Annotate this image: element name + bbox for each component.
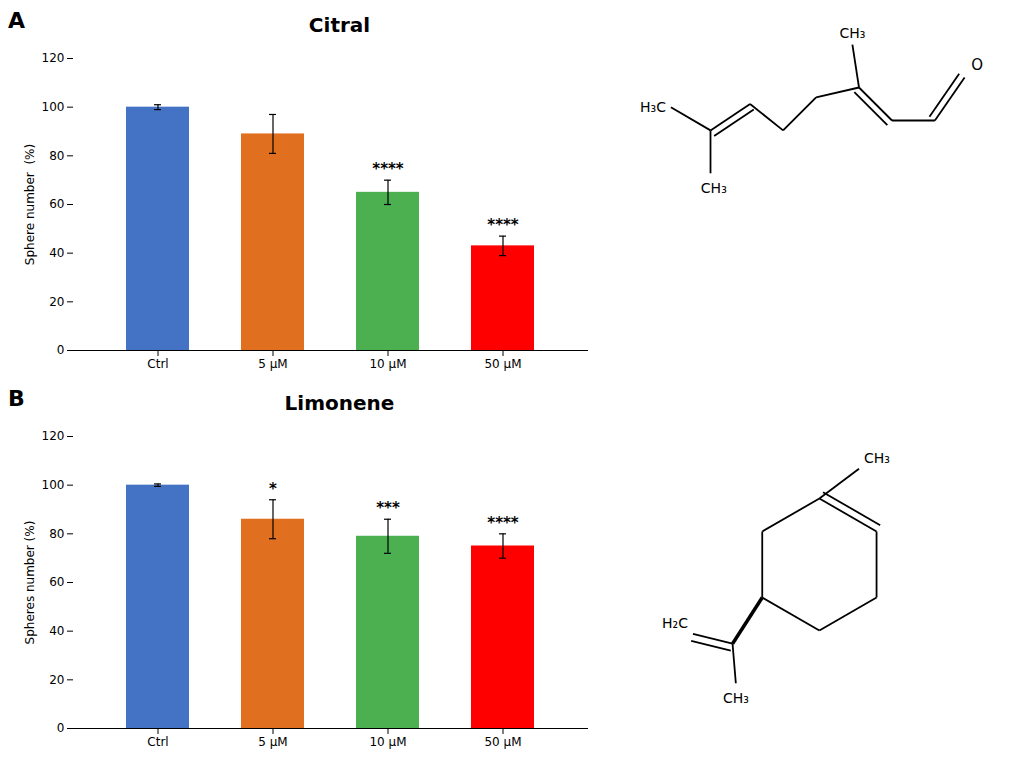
svg-text:20: 20	[49, 673, 64, 687]
html-text:Citral: Citral	[308, 13, 371, 37]
svg-text:50 μM: 50 μM	[484, 357, 521, 371]
svg-text:CH₃: CH₃	[723, 690, 749, 706]
svg-text:CH₃: CH₃	[864, 450, 890, 466]
svg-text:****: ****	[487, 514, 519, 532]
svg-text:10 μM: 10 μM	[369, 357, 406, 371]
svg-text:****: ****	[487, 216, 519, 234]
svg-text:5 μM: 5 μM	[258, 357, 287, 371]
svg-text:120: 120	[42, 51, 65, 65]
svg-text:100: 100	[42, 478, 65, 492]
svg-text:5 μM: 5 μM	[258, 735, 287, 749]
svg-text:Ctrl: Ctrl	[147, 735, 168, 749]
svg-text:Ctrl: Ctrl	[147, 357, 168, 371]
svg-text:*: *	[269, 480, 277, 498]
svg-text:80: 80	[49, 149, 64, 163]
svg-text:***: ***	[376, 499, 400, 517]
svg-text:100: 100	[42, 100, 65, 114]
svg-text:20: 20	[49, 295, 64, 309]
svg-text:Sphere number (%): Sphere number (%)	[23, 144, 37, 265]
html-text:Limonene: Limonene	[284, 391, 395, 415]
svg-text:40: 40	[49, 624, 64, 638]
svg-text:H₂C: H₂C	[662, 615, 688, 631]
svg-text:10 μM: 10 μM	[369, 735, 406, 749]
svg-text:50 μM: 50 μM	[484, 735, 521, 749]
svg-text:0: 0	[57, 343, 65, 357]
svg-text:120: 120	[42, 429, 65, 443]
svg-text:Spheres number (%): Spheres number (%)	[23, 521, 37, 645]
svg-text:CH₃: CH₃	[701, 180, 727, 196]
svg-text:60: 60	[49, 197, 64, 211]
html-text:B: B	[8, 386, 25, 411]
svg-text:60: 60	[49, 575, 64, 589]
svg-text:CH₃: CH₃	[839, 25, 865, 41]
svg-text:O: O	[971, 56, 983, 74]
svg-text:H₃C: H₃C	[640, 99, 666, 115]
svg-text:80: 80	[49, 527, 64, 541]
svg-text:****: ****	[372, 160, 404, 178]
html-text:A: A	[8, 8, 25, 33]
svg-text:0: 0	[57, 721, 65, 735]
svg-text:40: 40	[49, 246, 64, 260]
